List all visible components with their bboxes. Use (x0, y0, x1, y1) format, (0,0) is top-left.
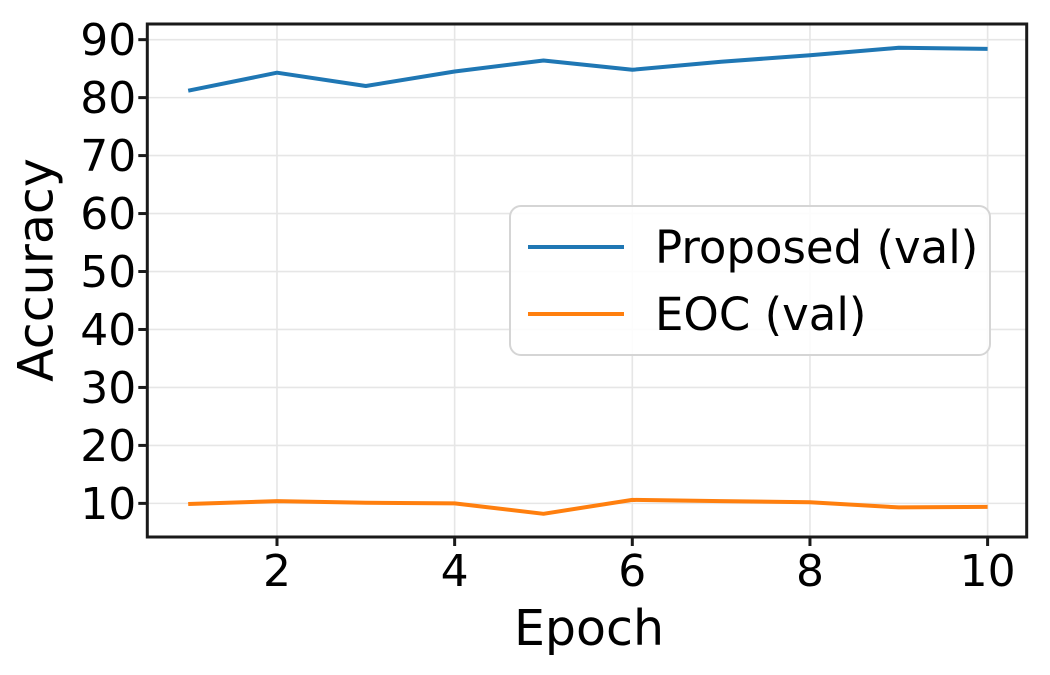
x-tick-label: 6 (618, 546, 646, 597)
y-tick-label: 90 (80, 15, 136, 66)
series-line-eoc-val (188, 497, 988, 516)
proposed-line-sample (528, 245, 624, 249)
legend-entry-eoc: EOC (val) (511, 281, 989, 348)
y-axis-label: Accuracy (7, 158, 65, 382)
y-tick-label: 60 (80, 189, 136, 240)
y-tick-label: 30 (80, 363, 136, 414)
x-axis-label: Epoch (513, 600, 665, 657)
x-tick-label: 2 (263, 546, 291, 597)
y-tick-label: 70 (80, 131, 136, 182)
x-tick-label: 8 (796, 546, 824, 597)
legend: Proposed (val) EOC (val) (509, 205, 991, 356)
legend-label-proposed: Proposed (val) (655, 220, 979, 274)
y-tick-label: 10 (80, 479, 136, 530)
y-tick-label: 20 (80, 421, 136, 472)
legend-label-eoc: EOC (val) (655, 287, 867, 341)
series-line-proposed-val (187, 45, 988, 93)
y-tick-label: 40 (80, 305, 136, 356)
axes-spines (145, 22, 1029, 539)
eoc-line-sample (528, 312, 624, 316)
x-tick-label: 4 (441, 546, 469, 597)
y-tick-label: 80 (80, 73, 136, 124)
y-tick-label: 50 (80, 247, 136, 298)
x-tick-label: 10 (960, 546, 1016, 597)
legend-entry-proposed: Proposed (val) (511, 214, 989, 281)
